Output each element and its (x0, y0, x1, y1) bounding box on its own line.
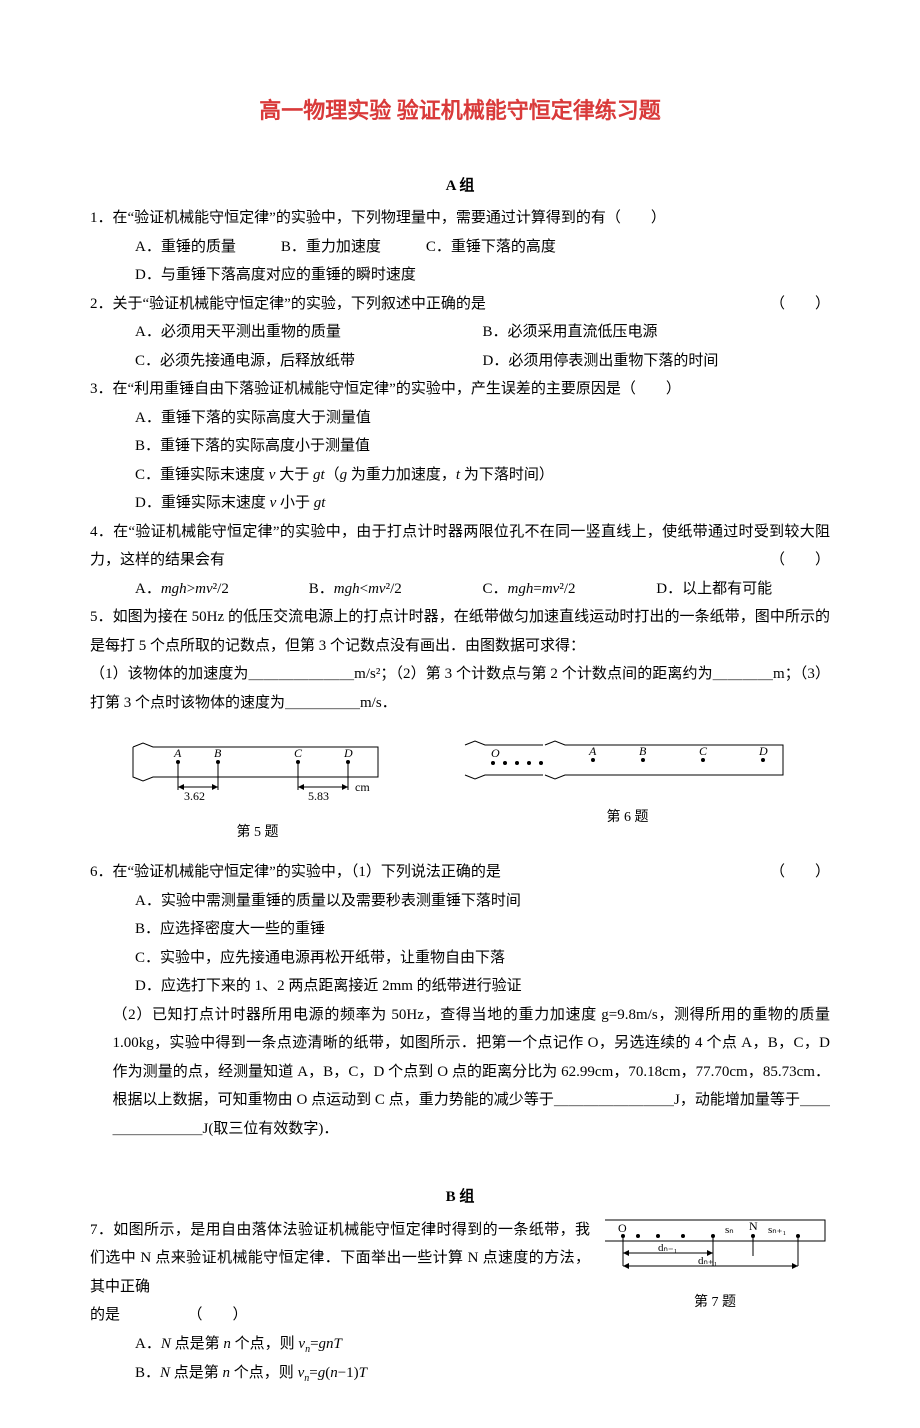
svg-text:C: C (699, 744, 708, 758)
q2-opt-a: A．必须用天平测出重物的质量 (135, 318, 483, 347)
svg-text:5.83: 5.83 (308, 789, 329, 803)
q2-opt-b: B．必须采用直流低压电源 (483, 318, 831, 347)
q4-opt-c: C．mgh=mv²/2 (483, 575, 657, 604)
svg-text:dₙ₊₁: dₙ₊₁ (698, 1255, 718, 1267)
q6-part2: （2）已知打点计时器所用电源的频率为 50Hz，查得当地的重力加速度 g=9.8… (90, 1001, 830, 1144)
q7-opt-a: A．N 点是第 n 个点，则 vn=gnT (90, 1330, 830, 1359)
group-a-header: A 组 (90, 172, 830, 201)
fig5-caption: 第 5 题 (128, 820, 388, 847)
page-title: 高一物理实验 验证机械能守恒定律练习题 (90, 90, 830, 132)
q2-row2: C．必须先接通电源，后释放纸带 D．必须用停表测出重物下落的时间 (90, 347, 830, 376)
tape-7-svg: O N sₙ sₙ₊₁ dₙ₋₁ dₙ₊₁ (603, 1216, 828, 1276)
q4-opts: A．mgh>mv²/2 B．mgh<mv²/2 C．mgh=mv²/2 D．以上… (90, 575, 830, 604)
q4-stem: 4．在“验证机械能守恒定律”的实验中，由于打点计时器两限位孔不在同一竖直线上，使… (90, 518, 830, 575)
q4-stem-text: 4．在“验证机械能守恒定律”的实验中，由于打点计时器两限位孔不在同一竖直线上，使… (90, 524, 830, 569)
svg-text:3.62: 3.62 (184, 789, 205, 803)
tape-6-svg: O A B C D (463, 735, 793, 790)
q3-opt-a: A．重锤下落的实际高度大于测量值 (90, 404, 830, 433)
q1-opts-abc: A．重锤的质量 B．重力加速度 C．重锤下落的高度 (90, 233, 830, 262)
group-b-header: B 组 (90, 1183, 830, 1212)
q6-paren: （ ） (770, 858, 830, 887)
svg-text:N: N (749, 1219, 758, 1233)
q2-opt-d: D．必须用停表测出重物下落的时间 (483, 347, 831, 376)
q4-paren: （ ） (770, 546, 830, 575)
figure-6: O A B C D 第 6 题 (463, 735, 793, 846)
q4-opt-b: B．mgh<mv²/2 (309, 575, 483, 604)
svg-text:sₙ₊₁: sₙ₊₁ (768, 1224, 786, 1236)
q3-opt-c: C．重锤实际末速度 v 大于 gt（g 为重力加速度，t 为下落时间） (90, 461, 830, 490)
svg-text:O: O (491, 746, 500, 760)
q4-opt-d: D．以上都有可能 (656, 575, 830, 604)
q2-row1: A．必须用天平测出重物的质量 B．必须采用直流低压电源 (90, 318, 830, 347)
svg-text:D: D (343, 746, 353, 760)
svg-text:C: C (294, 746, 303, 760)
figure-5: A B C D 3.62 5.83 cm 第 5 题 (128, 735, 388, 846)
q2-paren: （ ） (770, 290, 830, 319)
svg-text:A: A (173, 746, 182, 760)
svg-text:B: B (639, 744, 647, 758)
q5-stem-a: 5．如图为接在 50Hz 的低压交流电源上的打点计时器，在纸带做匀加速直线运动时… (90, 603, 830, 660)
svg-text:B: B (214, 746, 222, 760)
q6-opt-a: A．实验中需测量重锤的质量以及需要秒表测重锤下落时间 (90, 887, 830, 916)
q2-stem: 2．关于“验证机械能守恒定律”的实验，下列叙述中正确的是 （ ） (90, 290, 830, 319)
q2-stem-text: 2．关于“验证机械能守恒定律”的实验，下列叙述中正确的是 (90, 296, 486, 312)
q5-stem-b: （1）该物体的加速度为＿＿＿＿＿＿＿m/s²；（2）第 3 个计数点与第 2 个… (90, 660, 830, 717)
svg-text:dₙ₋₁: dₙ₋₁ (658, 1242, 678, 1254)
svg-text:O: O (618, 1221, 627, 1235)
q6-opt-c: C．实验中，应先接通电源再松开纸带，让重物自由下落 (90, 944, 830, 973)
fig7-caption: 第 7 题 (600, 1290, 830, 1317)
q4-opt-a: A．mgh>mv²/2 (135, 575, 309, 604)
q2-opt-c: C．必须先接通电源，后释放纸带 (135, 347, 483, 376)
q6-stem: 6．在“验证机械能守恒定律”的实验中，（1）下列说法正确的是 （ ） (90, 858, 830, 887)
q6-opt-d: D．应选打下来的 1、2 两点距离接近 2mm 的纸带进行验证 (90, 972, 830, 1001)
tape-5-svg: A B C D 3.62 5.83 cm (128, 735, 388, 805)
svg-text:D: D (758, 744, 768, 758)
q3-opt-d: D．重锤实际末速度 v 小于 gt (90, 489, 830, 518)
q6-opt-b: B．应选择密度大一些的重锤 (90, 915, 830, 944)
fig6-caption: 第 6 题 (463, 805, 793, 832)
svg-text:A: A (588, 744, 597, 758)
q3-opt-b: B．重锤下落的实际高度小于测量值 (90, 432, 830, 461)
q1-stem: 1．在“验证机械能守恒定律”的实验中，下列物理量中，需要通过计算得到的有（ ） (90, 204, 830, 233)
q6-stem-text: 6．在“验证机械能守恒定律”的实验中，（1）下列说法正确的是 (90, 864, 501, 880)
svg-text:cm: cm (355, 780, 370, 794)
q3-stem: 3．在“利用重锤自由下落验证机械能守恒定律”的实验中，产生误差的主要原因是（ ） (90, 375, 830, 404)
q1-opt-d: D．与重锤下落高度对应的重锤的瞬时速度 (90, 261, 830, 290)
q7-opt-b: B．N 点是第 n 个点，则 vn=g(n−1)T (90, 1359, 830, 1388)
svg-text:sₙ: sₙ (725, 1224, 734, 1236)
